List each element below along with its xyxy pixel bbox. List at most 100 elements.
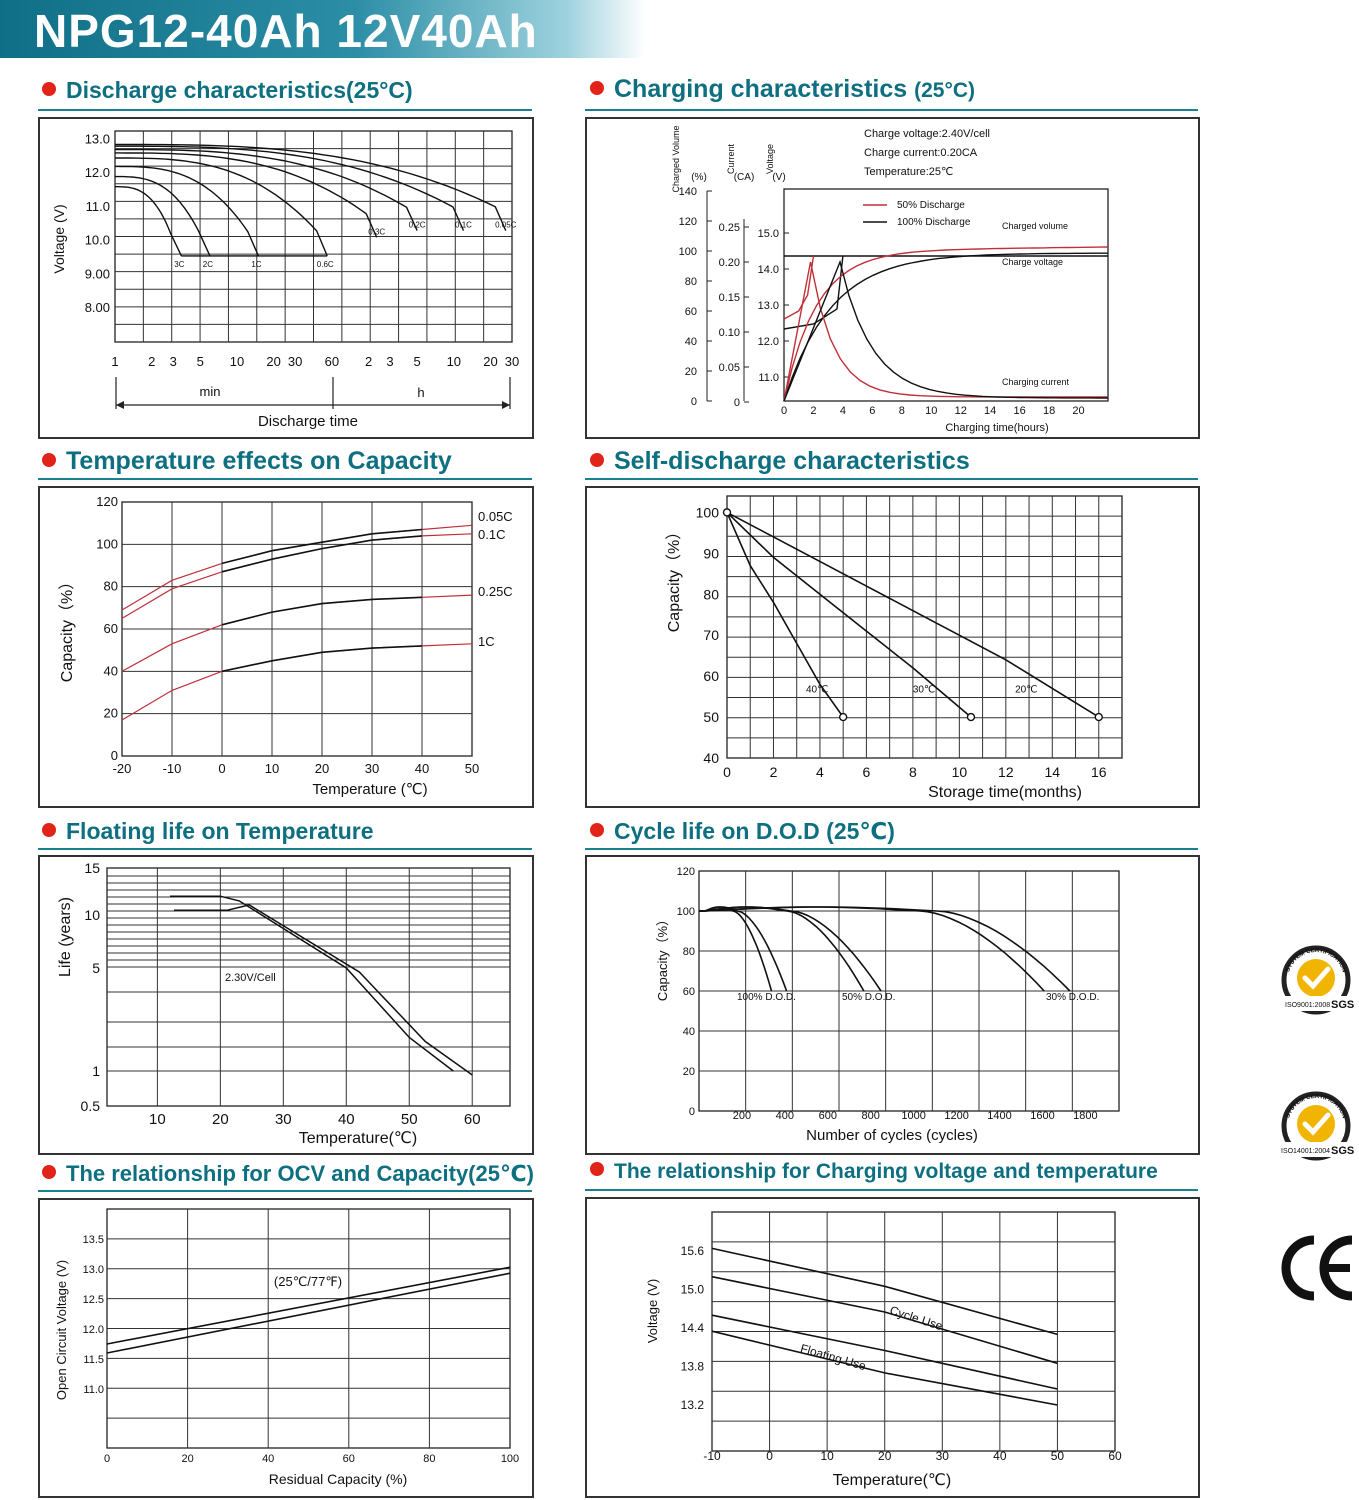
plot-frame (726, 495, 1123, 759)
iso9001-sgs-badge-icon: SYSTEM CERTIFICATION ISO9001:2008 SGS (1281, 945, 1354, 1015)
y-tick-label: 13.0 (83, 1264, 104, 1276)
section-title-charge-voltage: The relationship for Charging voltage an… (590, 1160, 1158, 1184)
y-tick-label: 100 (679, 246, 697, 258)
x-tick-label: 40 (993, 1449, 1007, 1463)
header-banner: NPG12-40Ah 12V40Ah (0, 0, 645, 58)
series-label: 2C (203, 260, 213, 269)
x-tick-label: 60 (325, 354, 339, 369)
legend-label: 100% Discharge (897, 217, 971, 228)
x-tick-label: 1600 (1030, 1110, 1054, 1122)
x-tick-label: 800 (862, 1110, 880, 1122)
series-label: Charging current (1002, 377, 1070, 387)
iso14001-standard: ISO14001:2004 (1281, 1148, 1330, 1155)
x-tick-label: 100 (501, 1453, 519, 1465)
axis-unit: (V) (772, 172, 785, 183)
x-tick-label: 12 (955, 405, 967, 417)
y-tick-label: 0.10 (719, 327, 740, 339)
x-tick-label: 2 (148, 354, 155, 369)
axis-unit: (%) (691, 172, 707, 183)
series-label: 30% D.O.D. (1046, 992, 1099, 1003)
x-tick-label: 80 (423, 1453, 435, 1465)
y-tick-label: 13.0 (758, 300, 779, 312)
discharge-curve (115, 185, 183, 257)
y-tick-label: 12.0 (85, 165, 110, 180)
series-label: 30℃ (913, 684, 935, 695)
discharge-curve (115, 148, 418, 231)
x-tick-label: 20 (315, 761, 329, 776)
x-tick-label: 1400 (987, 1110, 1011, 1122)
self-discharge-line (726, 511, 1100, 718)
x-tick-label: 50 (465, 761, 479, 776)
series-label: 50% D.O.D. (842, 992, 895, 1003)
y-tick-label: 12.0 (758, 336, 779, 348)
x-tick-label: 20 (212, 1111, 229, 1128)
series-annotation: 2.30V/Cell (225, 972, 276, 984)
x-tick-label: 16 (1014, 405, 1026, 417)
y-tick-label: 80 (685, 276, 697, 288)
y-tick-label: 0.25 (719, 222, 740, 234)
divider (585, 478, 1198, 480)
x-tick-label: 4 (840, 405, 846, 417)
iso14001-sgs-badge-icon: SYSTEM CERTIFICATION ISO14001:2004 SGS (1280, 1091, 1354, 1161)
x-unit-label: h (417, 385, 424, 400)
x-tick-label: 50 (1051, 1449, 1065, 1463)
x-tick-label: 8 (899, 405, 905, 417)
divider (38, 109, 532, 111)
floating-life-upper (170, 895, 454, 1072)
x-tick-label: 0 (218, 761, 225, 776)
temperature-chart: 120 100 80 60 40 20 0 -20 -10 0 10 20 30 40 50 Capacity… (38, 486, 534, 808)
x-tick-label: 16 (1091, 764, 1107, 780)
y-tick-label: 10 (84, 907, 100, 923)
series-label: 0.05C (478, 509, 513, 524)
divider (38, 478, 532, 480)
capacity-curve-red (121, 643, 473, 721)
x-tick-label: 1200 (944, 1110, 968, 1122)
x-tick-label: 30 (288, 354, 302, 369)
y-tick-label: 0 (691, 396, 697, 408)
cycle-chart: 120 100 80 60 40 20 0 200 400 600 800 1000 1200 1400 1… (585, 855, 1200, 1155)
y-tick-label: 90 (703, 545, 719, 561)
start-marker (722, 508, 732, 517)
x-tick-label: 600 (819, 1110, 837, 1122)
series-label: 100% D.O.D. (737, 992, 796, 1003)
axis-name: Charged Volume (671, 125, 681, 192)
y-tick-label: 13.5 (83, 1234, 104, 1246)
ocv-line (106, 1266, 511, 1345)
y-tick-label: 12.5 (83, 1294, 104, 1306)
y-tick-label: 70 (703, 627, 719, 643)
x-tick-label: 40 (338, 1111, 355, 1128)
y-tick-label: 11.0 (758, 372, 779, 384)
y-tick-label: 60 (104, 621, 118, 636)
y-axis-title: Life (years) (57, 897, 74, 977)
x-tick-label: 20 (483, 354, 497, 369)
y-tick-label: 20 (685, 366, 697, 378)
x-tick-label: 20 (878, 1449, 892, 1463)
y-tick-label: 50 (703, 709, 719, 725)
y-tick-label: 100 (96, 536, 118, 551)
x-tick-label: 2 (770, 764, 778, 780)
series-label: 3C (174, 260, 184, 269)
divider (38, 1190, 532, 1192)
x-tick-label: 0 (766, 1449, 773, 1463)
y-tick-label: 14.4 (681, 1321, 705, 1335)
capacity-curve-black (221, 535, 423, 573)
x-tick-label: 30 (936, 1449, 950, 1463)
plot-frame (783, 188, 1109, 402)
discharge-curve (115, 152, 378, 238)
x-axis-title: Temperature(℃) (833, 1472, 951, 1489)
y-tick-label: 1 (92, 1063, 100, 1079)
x-tick-label: 0 (104, 1453, 110, 1465)
y-tick-label: 11.5 (83, 1354, 104, 1366)
bullet-icon (590, 1162, 604, 1176)
x-tick-label: 10 (952, 764, 968, 780)
x-tick-label: 2 (365, 354, 372, 369)
y-tick-label: 0.05 (719, 362, 740, 374)
x-tick-label: 10 (230, 354, 244, 369)
discharge-curve (115, 145, 465, 231)
series-label: Floating Use (799, 1341, 868, 1373)
y-tick-label: 140 (679, 186, 697, 198)
x-tick-label: -10 (163, 761, 182, 776)
x-tick-label: 60 (464, 1111, 481, 1128)
series-label: 0.2C (409, 221, 426, 230)
y-axis-title: Capacity（%） (655, 913, 670, 1001)
